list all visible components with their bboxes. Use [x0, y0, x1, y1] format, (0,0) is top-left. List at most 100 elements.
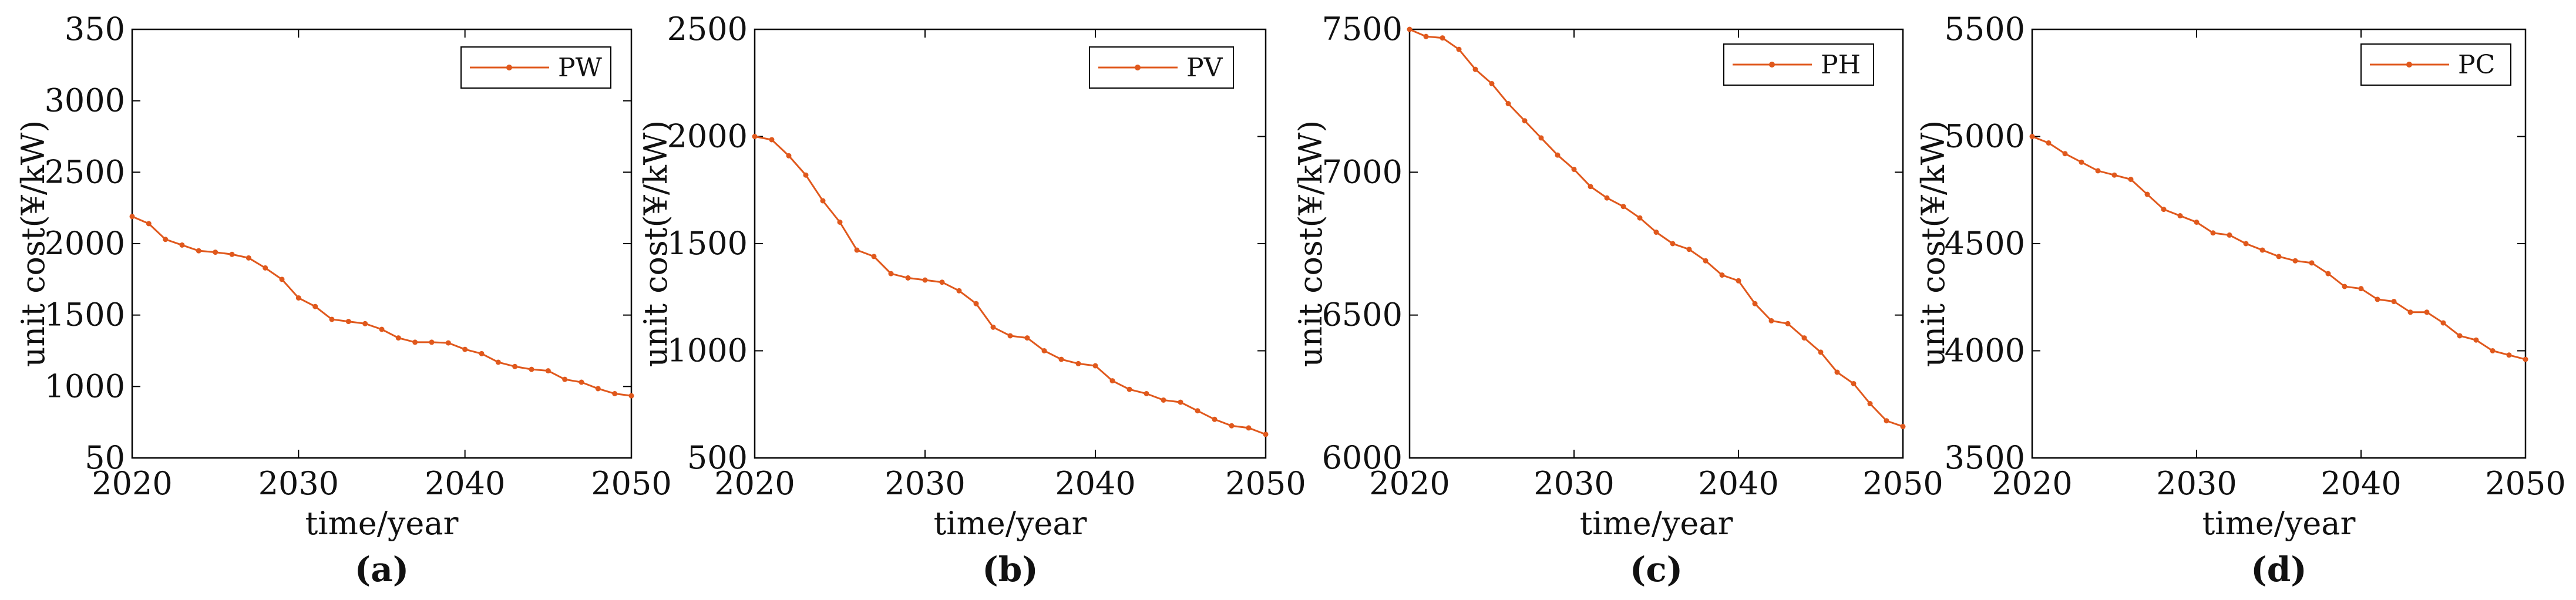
data-point	[922, 277, 928, 283]
legend: PC	[2360, 43, 2511, 86]
legend-label: PC	[2458, 50, 2495, 80]
y-tick-label: 2500	[667, 11, 748, 48]
y-tick-label: 4500	[1945, 225, 2025, 262]
data-point	[854, 247, 860, 253]
data-point	[2227, 232, 2232, 238]
data-point	[263, 265, 268, 271]
data-point	[2079, 159, 2084, 165]
data-point	[2473, 337, 2479, 343]
data-point	[246, 255, 251, 261]
plot-area-frame	[131, 28, 633, 459]
data-point	[1620, 204, 1626, 210]
y-tick-label: 4000	[1945, 332, 2025, 369]
y-tick-label: 350	[65, 11, 125, 48]
x-tick-label: 2050	[591, 465, 671, 502]
data-point	[1144, 391, 1149, 396]
data-point	[1407, 26, 1413, 32]
x-tick-label: 2030	[258, 465, 339, 502]
legend-label: PH	[1821, 50, 1861, 80]
data-point	[1472, 66, 1478, 72]
data-point	[279, 277, 285, 282]
legend: PV	[1089, 46, 1234, 89]
data-point	[2424, 309, 2430, 315]
data-point	[837, 220, 843, 225]
data-point	[1703, 258, 1709, 264]
data-point	[1195, 408, 1200, 414]
data-point	[329, 316, 335, 322]
y-tick-label: 1500	[667, 225, 748, 262]
data-point	[939, 279, 945, 285]
data-point	[612, 391, 618, 396]
data-point	[1867, 401, 1873, 407]
data-point	[1058, 356, 1064, 362]
panel-label: (d)	[2251, 550, 2306, 589]
legend-marker	[1769, 62, 1775, 68]
data-point	[445, 340, 451, 346]
x-axis-label: time/year	[1580, 505, 1733, 542]
data-point	[2490, 348, 2496, 353]
data-point	[1456, 46, 1462, 52]
panel-label: (a)	[355, 550, 409, 589]
data-point	[129, 214, 135, 220]
data-point	[956, 288, 962, 294]
data-point	[973, 301, 979, 306]
y-tick-label: 500	[687, 439, 748, 476]
data-point	[1178, 399, 1183, 405]
legend-marker	[2406, 62, 2412, 68]
data-point	[786, 153, 792, 159]
data-point	[2243, 241, 2249, 247]
data-point	[1637, 215, 1643, 221]
data-point	[362, 321, 368, 326]
data-point	[1505, 101, 1511, 107]
y-tick-label: 2000	[667, 118, 748, 155]
legend-marker	[506, 65, 512, 70]
data-point	[871, 254, 877, 259]
y-tick-label: 1000	[45, 368, 125, 405]
data-point	[1851, 380, 1857, 386]
y-tick-label: 6000	[1322, 439, 1403, 476]
y-tick-label: 1000	[667, 332, 748, 369]
y-tick-label: 2000	[45, 225, 125, 262]
data-point	[229, 251, 235, 257]
data-point	[545, 368, 551, 374]
y-tick-label: 3500	[1945, 439, 2025, 476]
data-point	[1489, 80, 1495, 86]
data-point	[1752, 301, 1758, 306]
x-axis-label: time/year	[934, 505, 1087, 542]
data-point	[479, 350, 485, 356]
data-point	[1834, 369, 1840, 375]
data-point	[379, 326, 385, 332]
x-tick-label: 2020	[92, 465, 172, 502]
data-point	[1229, 423, 1235, 429]
data-point	[2046, 140, 2052, 146]
x-tick-label: 2040	[1055, 465, 1135, 502]
plot-area-frame	[754, 28, 1267, 459]
data-point	[2144, 191, 2150, 197]
data-point	[1884, 418, 1889, 424]
data-point	[595, 386, 601, 392]
x-tick-label: 2040	[1698, 465, 1778, 502]
panel-a: 2020 2030 2040 2050 50 1000 1500 2000 2500 3000 35…	[15, 11, 672, 589]
data-point	[345, 319, 351, 325]
data-point	[2062, 151, 2068, 157]
data-point	[628, 393, 634, 399]
data-point	[2457, 333, 2463, 339]
data-point	[1161, 397, 1166, 403]
data-point	[803, 172, 809, 178]
data-point	[2111, 172, 2117, 178]
series-line-pv	[754, 136, 1266, 436]
data-point	[769, 137, 775, 143]
data-point	[1801, 335, 1807, 341]
data-point	[1818, 349, 1824, 355]
data-point	[1109, 378, 1115, 384]
data-point	[295, 295, 301, 301]
data-point	[2177, 213, 2183, 219]
x-tick-label: 2050	[1225, 465, 1306, 502]
legend-label: PV	[1186, 53, 1223, 83]
data-point	[2161, 207, 2167, 213]
data-point	[2309, 260, 2315, 266]
panel-label: (c)	[1630, 550, 1683, 589]
data-point	[1075, 360, 1081, 366]
data-point	[905, 275, 911, 281]
